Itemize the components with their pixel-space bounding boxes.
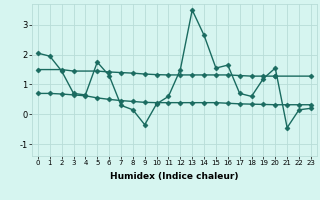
X-axis label: Humidex (Indice chaleur): Humidex (Indice chaleur) (110, 172, 239, 181)
